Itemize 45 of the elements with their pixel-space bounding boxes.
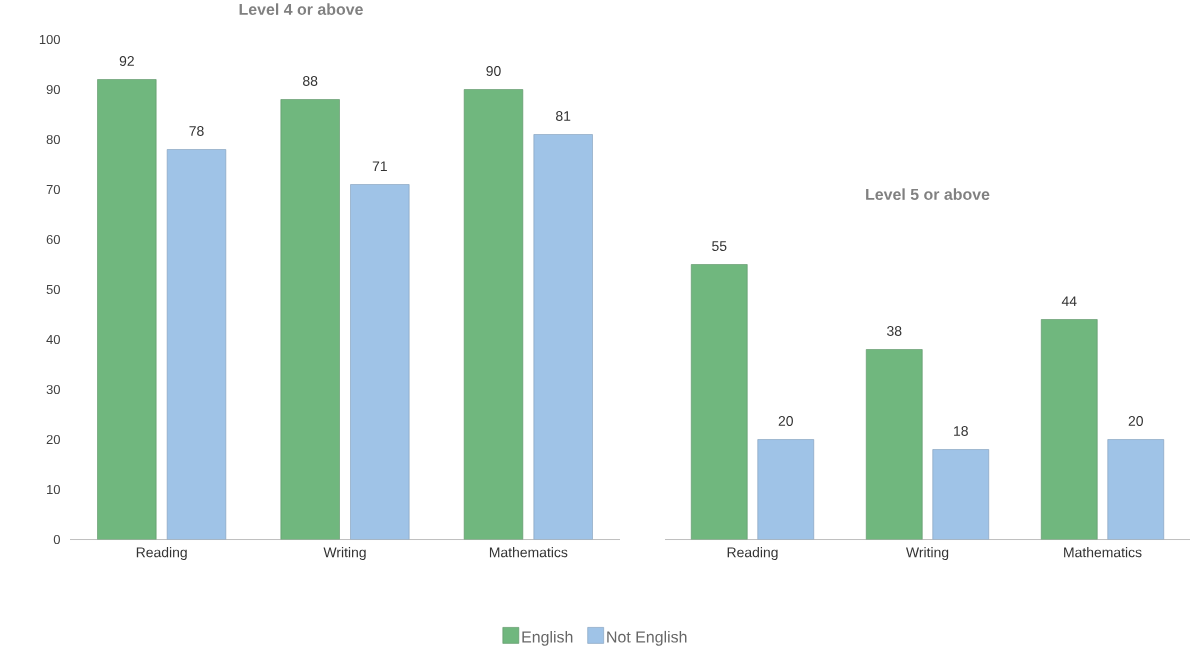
bar (166, 149, 227, 540)
bar (932, 449, 990, 540)
bar (533, 134, 593, 540)
y-tick-label: 40 (46, 335, 60, 345)
data-label: 38 (887, 326, 902, 337)
bar (280, 99, 340, 540)
chart-title: Level 4 or above (239, 3, 363, 16)
bar (757, 439, 815, 540)
y-tick-label: 100 (39, 35, 60, 45)
bar (865, 349, 923, 540)
data-label: 81 (556, 111, 571, 122)
data-label: 55 (712, 241, 727, 252)
legend-label: Not English (607, 631, 687, 646)
data-label: 88 (303, 76, 318, 87)
bar (1107, 439, 1165, 540)
x-tick-label: Writing (906, 547, 949, 561)
x-tick-label: Reading (727, 547, 778, 561)
data-label: 71 (372, 161, 387, 172)
x-tick-label: Writing (323, 547, 366, 561)
x-tick-label: Mathematics (1064, 547, 1142, 558)
y-tick-label: 0 (53, 535, 60, 545)
y-tick-label: 30 (46, 385, 60, 395)
bar (350, 184, 410, 540)
y-tick-label: 60 (46, 235, 60, 245)
data-label: 20 (778, 416, 793, 427)
bar (97, 79, 157, 540)
x-tick-label: Reading (136, 547, 187, 561)
data-label: 92 (119, 56, 134, 67)
y-tick-label: 70 (46, 185, 60, 195)
x-tick-label: Mathematics (489, 547, 568, 558)
bar (690, 264, 748, 540)
legend-label: English (522, 631, 573, 646)
y-tick-label: 10 (47, 485, 60, 495)
y-tick-label: 50 (46, 285, 60, 295)
text: Level 5 or above (866, 188, 990, 201)
data-label: 90 (486, 66, 501, 77)
data-label: 78 (189, 126, 204, 137)
data-label: 18 (954, 426, 968, 437)
y-tick-label: 90 (46, 85, 60, 95)
y-tick-label: 80 (46, 135, 60, 145)
y-tick-label: 20 (46, 435, 60, 445)
bar (463, 89, 524, 540)
bar (1040, 319, 1098, 540)
data-label: 44 (1061, 296, 1077, 307)
data-label: 20 (1128, 416, 1143, 427)
